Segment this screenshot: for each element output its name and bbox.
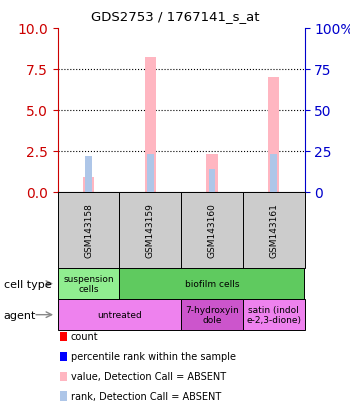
- Bar: [83, 177, 94, 192]
- Bar: [145, 58, 156, 192]
- Bar: [206, 154, 217, 192]
- Text: biofilm cells: biofilm cells: [185, 280, 239, 288]
- Text: GDS2753 / 1767141_s_at: GDS2753 / 1767141_s_at: [91, 10, 259, 23]
- Text: cell type: cell type: [4, 279, 51, 289]
- Text: 7-hydroxyin
dole: 7-hydroxyin dole: [185, 305, 239, 325]
- Bar: [209, 169, 215, 192]
- Text: percentile rank within the sample: percentile rank within the sample: [71, 351, 236, 361]
- Text: untreated: untreated: [97, 311, 142, 319]
- Text: value, Detection Call = ABSENT: value, Detection Call = ABSENT: [71, 371, 226, 381]
- Bar: [147, 154, 154, 192]
- Text: GSM143159: GSM143159: [146, 203, 155, 258]
- Bar: [270, 154, 277, 192]
- Text: GSM143160: GSM143160: [208, 203, 216, 258]
- Text: GSM143158: GSM143158: [84, 203, 93, 258]
- Bar: [85, 156, 92, 192]
- Bar: [268, 78, 279, 192]
- Text: suspension
cells: suspension cells: [63, 274, 114, 294]
- Text: GSM143161: GSM143161: [269, 203, 278, 258]
- Text: agent: agent: [4, 310, 36, 320]
- Text: count: count: [71, 332, 98, 342]
- Text: satin (indol
e-2,3-dione): satin (indol e-2,3-dione): [246, 305, 301, 325]
- Text: rank, Detection Call = ABSENT: rank, Detection Call = ABSENT: [71, 391, 221, 401]
